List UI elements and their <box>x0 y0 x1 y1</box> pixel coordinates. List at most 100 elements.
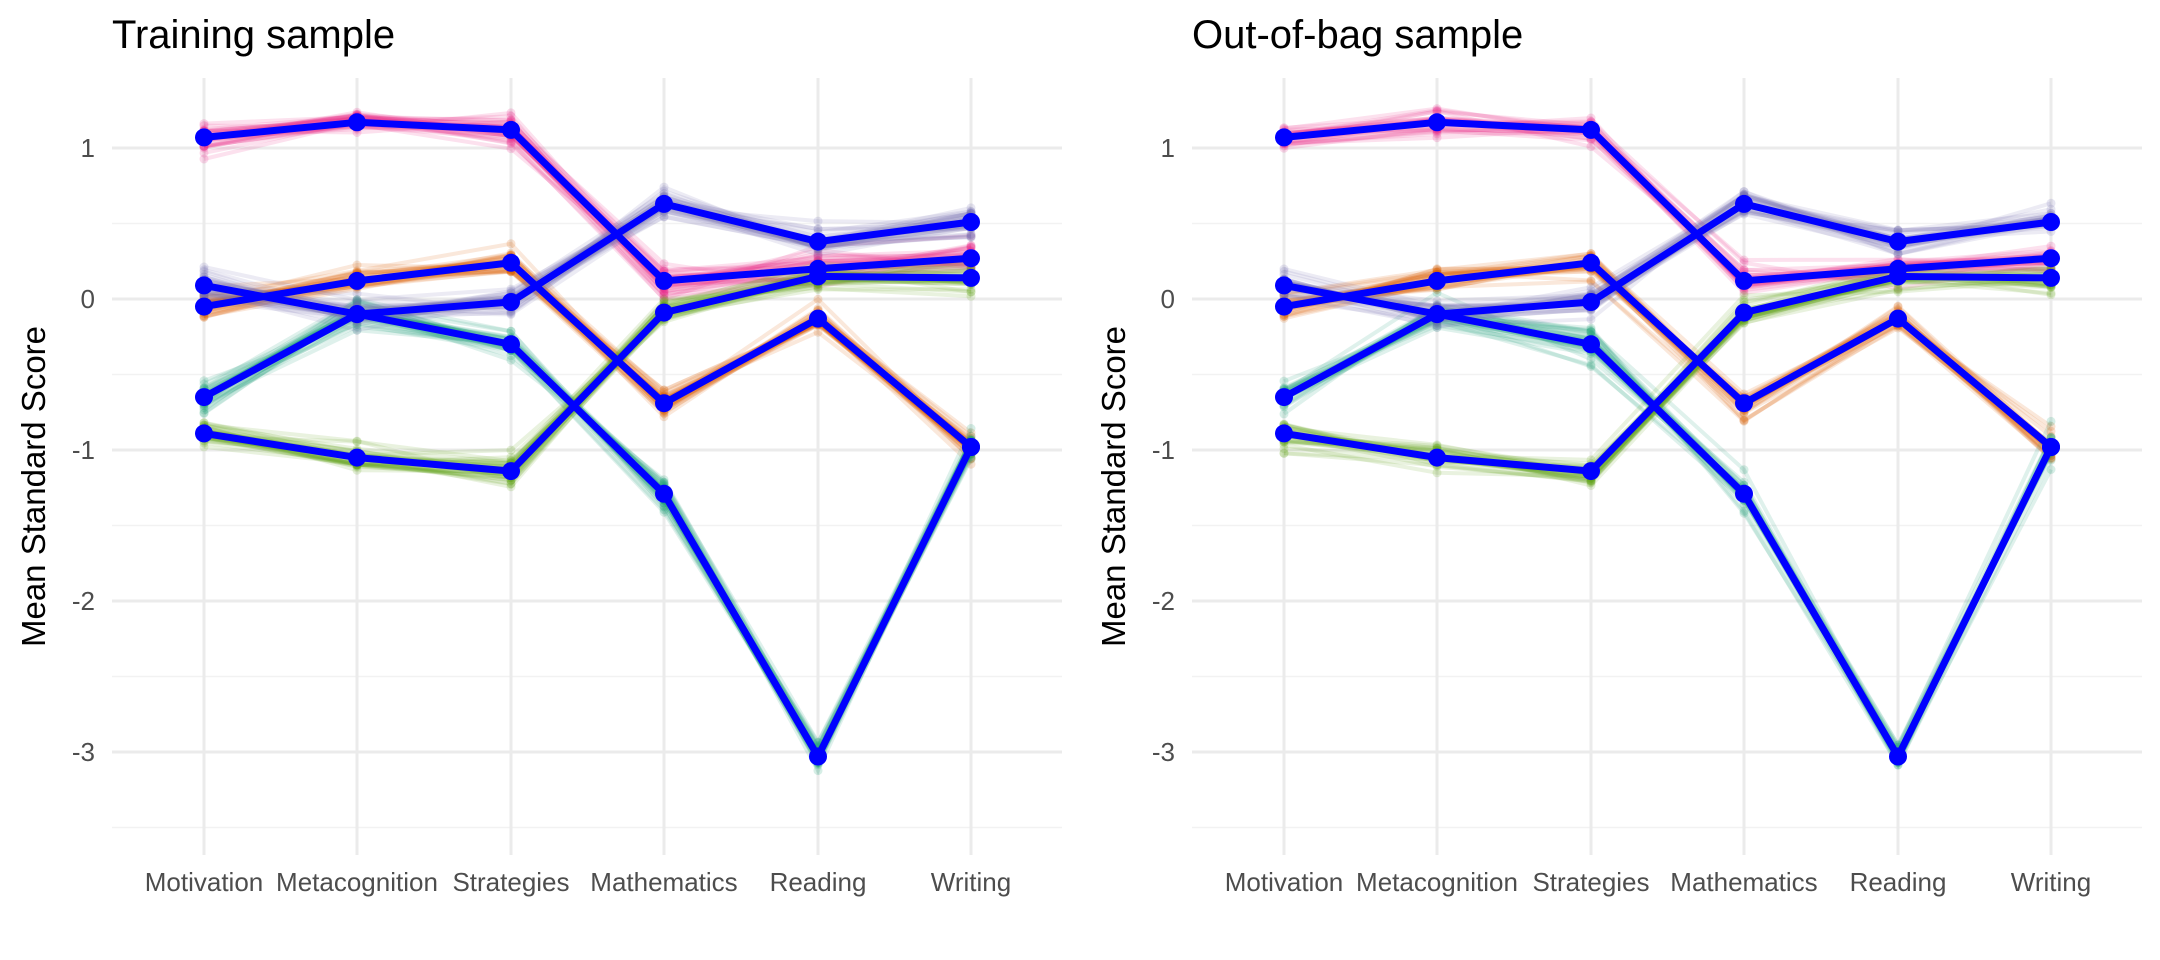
replicate-point <box>2046 290 2056 300</box>
panel-1: Training sample Mean Standard Score 1 0 -1 -2… <box>15 13 1062 897</box>
x-tick-label: Motivation <box>1225 867 1344 897</box>
mean-point <box>1889 232 1907 251</box>
mean-point <box>1735 484 1753 503</box>
y-tick-label: 1 <box>1161 133 1175 163</box>
replicate-point <box>966 424 976 433</box>
replicate-point <box>506 144 516 154</box>
mean-point <box>348 448 366 467</box>
replicate-point <box>352 296 362 306</box>
mean-point <box>195 424 213 443</box>
mean-point <box>1582 253 1600 272</box>
replicate-point <box>1432 265 1442 274</box>
panel-2: Out-of-bag sample Mean Standard Score 1 0 -1… <box>1095 13 2142 897</box>
chart-title: Training sample <box>112 13 395 57</box>
replicate-point <box>506 482 516 492</box>
replicate-point <box>966 240 976 250</box>
mean-point <box>195 128 213 147</box>
mean-point <box>1735 394 1753 413</box>
replicate-point <box>352 436 362 446</box>
y-tick-label: 0 <box>81 284 95 314</box>
replicate-line <box>1283 274 2052 479</box>
replicate-point <box>813 766 823 776</box>
mean-point <box>1889 747 1907 766</box>
mean-point <box>655 394 673 413</box>
replicate-point <box>1586 276 1596 286</box>
mean-point <box>1275 128 1293 147</box>
replicate-point <box>1893 226 1903 235</box>
replicate-point <box>966 428 976 438</box>
mean-point <box>2042 438 2060 456</box>
y-tick-label: -1 <box>1152 435 1175 465</box>
replicate-line <box>1283 279 2053 445</box>
mean-point <box>502 462 520 481</box>
mean-point <box>1428 448 1446 467</box>
grid <box>1192 78 2142 855</box>
replicate-point <box>352 295 362 305</box>
replicate-point <box>1432 106 1442 116</box>
replicate-point <box>966 232 976 241</box>
replicate-point <box>2046 465 2056 474</box>
replicate-point <box>1586 142 1596 152</box>
replicate-point <box>2046 198 2056 208</box>
replicate-point <box>1432 296 1442 306</box>
replicate-point <box>1432 133 1442 143</box>
replicate-point <box>1279 448 1289 458</box>
replicate-point <box>2046 421 2056 431</box>
mean-point <box>1275 424 1293 443</box>
replicate-line <box>1283 278 2052 484</box>
replicate-point <box>659 507 669 517</box>
y-tick-label: 0 <box>1161 284 1175 314</box>
replicate-point <box>1739 295 1749 305</box>
replicate-point <box>1739 265 1749 275</box>
replicate-point <box>352 298 362 307</box>
replicate-line <box>1283 312 2053 767</box>
replicate-point <box>813 294 823 304</box>
replicate-point <box>813 283 823 293</box>
replicate-line <box>203 193 972 322</box>
mean-point <box>962 268 980 287</box>
x-tick-label: Strategies <box>1532 867 1649 897</box>
replicate-point <box>506 108 516 118</box>
mean-point <box>809 747 827 766</box>
mean-point <box>1582 335 1600 354</box>
mean-point <box>1582 462 1600 481</box>
replicate-point <box>1893 249 1903 259</box>
replicate-point <box>1279 440 1289 450</box>
y-tick-label: -2 <box>72 586 95 616</box>
replicate-point <box>199 265 209 275</box>
y-tick-label: -3 <box>72 737 95 767</box>
replicate-line <box>203 268 973 447</box>
replicate-point <box>199 442 209 452</box>
replicate-point <box>2046 416 2056 426</box>
replicate-point <box>352 322 362 332</box>
mean-point <box>502 335 520 354</box>
mean-point <box>502 120 520 139</box>
mean-point <box>1428 305 1446 324</box>
mean-point <box>348 271 366 290</box>
replicate-point <box>199 376 209 386</box>
replicate-point <box>659 477 669 487</box>
replicate-point <box>1586 286 1596 296</box>
mean-line <box>1283 259 2054 450</box>
replicate-point <box>813 216 823 226</box>
replicate-point <box>1279 376 1289 386</box>
replicate-point <box>352 296 362 306</box>
replicate-point <box>966 242 976 252</box>
replicate-point <box>966 459 976 469</box>
replicate-point <box>1432 264 1442 274</box>
replicate-point <box>966 291 976 301</box>
mean-point <box>1275 297 1293 316</box>
mean-point <box>2042 268 2060 287</box>
mean-point <box>1735 271 1753 290</box>
replicate-point <box>1893 302 1903 312</box>
replicate-point <box>506 326 516 336</box>
mean-profiles <box>1275 113 2060 766</box>
replicate-line <box>1283 195 2052 303</box>
replicate-point <box>1586 323 1596 333</box>
replicate-line <box>203 116 972 302</box>
replicate-point <box>1739 290 1749 300</box>
x-tick-label: Writing <box>2011 867 2091 897</box>
replicate-point <box>1586 314 1596 324</box>
replicate-point <box>1279 444 1289 454</box>
x-tick-label: Metacognition <box>276 867 438 897</box>
